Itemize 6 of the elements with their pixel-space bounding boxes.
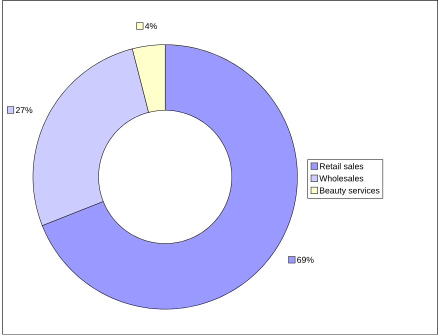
data-label: 4% [144,23,157,30]
data-label: 69% [297,256,314,264]
legend-label: Retail sales [320,163,364,170]
legend-label: Wholesales [319,175,364,182]
legend-label: Beauty services [320,187,380,196]
data-label: 27% [16,107,32,114]
